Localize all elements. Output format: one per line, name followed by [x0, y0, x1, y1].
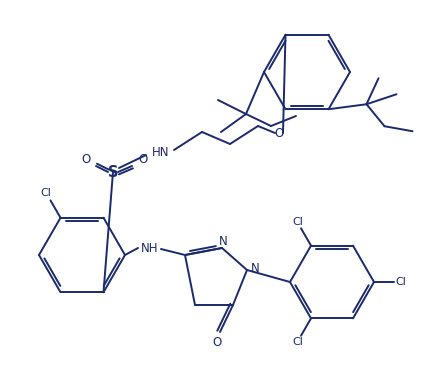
Text: N: N [218, 234, 228, 248]
Text: Cl: Cl [292, 217, 303, 227]
Text: O: O [138, 152, 148, 165]
Text: O: O [274, 126, 284, 139]
Text: NH: NH [141, 242, 159, 255]
Text: O: O [82, 152, 91, 165]
Text: Cl: Cl [395, 277, 406, 287]
Text: S: S [108, 165, 118, 179]
Text: HN: HN [152, 146, 170, 158]
Text: O: O [212, 336, 221, 349]
Text: Cl: Cl [292, 337, 303, 347]
Text: N: N [251, 263, 259, 275]
Text: Cl: Cl [41, 188, 51, 198]
